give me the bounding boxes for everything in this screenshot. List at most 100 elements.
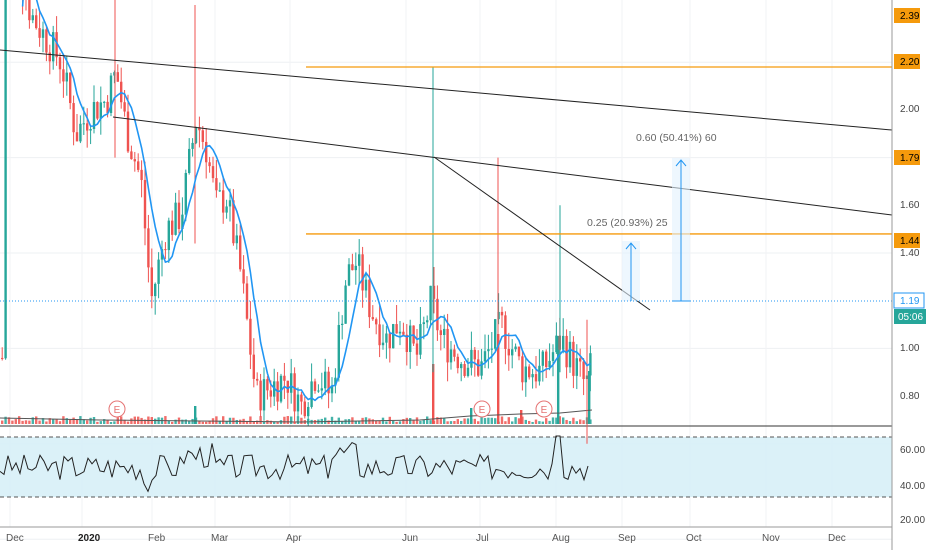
candle-body xyxy=(446,328,449,363)
volume-bar xyxy=(276,421,279,424)
volume-bar xyxy=(259,416,262,424)
earnings-marker-label: E xyxy=(114,405,121,416)
time-axis-labels[interactable]: Dec 2020 Feb Mar Apr Jun Jul Aug Sep Oct Nov Dec xyxy=(6,533,846,544)
trendline-mid[interactable] xyxy=(112,116,893,216)
candle-body xyxy=(480,361,483,376)
candle-body xyxy=(205,141,208,163)
time-tick-label: Aug xyxy=(552,533,570,544)
candle-body xyxy=(242,269,245,284)
candle-body xyxy=(548,360,551,367)
candle-body xyxy=(177,202,181,230)
candle-body xyxy=(228,200,232,207)
candle-body xyxy=(521,356,524,383)
level-tag[interactable]: 1.79 xyxy=(894,150,920,165)
candle-body xyxy=(436,298,439,331)
volume-bar xyxy=(524,419,527,424)
volume-bar xyxy=(82,419,85,424)
candle-body xyxy=(86,123,89,131)
time-tick-label: Mar xyxy=(211,533,229,544)
volume-bar xyxy=(262,421,266,424)
candle-body xyxy=(582,361,585,380)
price-axis[interactable] xyxy=(892,0,932,550)
horizontal-levels[interactable] xyxy=(0,0,892,235)
earnings-marker[interactable]: E xyxy=(108,400,126,418)
volume-bar xyxy=(45,421,48,424)
candle-body xyxy=(296,394,300,412)
volume-bar xyxy=(62,416,65,424)
rsi-tick-label: 20.00 xyxy=(900,515,925,526)
earnings-marker[interactable]: E xyxy=(535,400,553,418)
candle-body xyxy=(184,172,187,215)
time-tick-label: Sep xyxy=(618,533,636,544)
level-tag-label: 1.44 xyxy=(900,236,920,247)
volume-bar xyxy=(218,420,221,424)
volume-bar xyxy=(538,421,541,424)
candle-body xyxy=(126,111,130,152)
volume-bar xyxy=(99,421,102,424)
candle-body xyxy=(113,72,116,76)
candle-body xyxy=(477,359,480,376)
volume-bar xyxy=(24,420,28,424)
volume-bar xyxy=(222,416,225,424)
volume-bar xyxy=(126,421,130,424)
trendline-short[interactable] xyxy=(433,156,651,311)
candle-body xyxy=(201,130,204,142)
candle-body xyxy=(89,129,92,131)
candle-body xyxy=(568,341,572,368)
volume-bar xyxy=(65,418,68,424)
volume-bar xyxy=(575,421,578,424)
volume-bar xyxy=(164,416,167,424)
volume-bar xyxy=(507,417,510,424)
candle-body xyxy=(334,377,337,386)
candle-body xyxy=(174,202,177,235)
candle-body xyxy=(572,341,575,376)
volume-bar xyxy=(500,416,504,424)
candle-body xyxy=(351,264,354,271)
volume-bar xyxy=(89,417,92,424)
volume-bar xyxy=(269,420,272,424)
candle-body xyxy=(330,385,334,394)
candle-body xyxy=(392,324,395,349)
volume-bar xyxy=(290,416,293,424)
earnings-marker[interactable]: E xyxy=(473,400,491,418)
level-tag[interactable]: 2.20 xyxy=(894,54,920,69)
candles xyxy=(1,0,592,444)
volume-bar xyxy=(402,419,405,424)
volume-bar xyxy=(562,417,565,424)
volume-bar xyxy=(341,421,344,424)
candle-body xyxy=(171,220,174,235)
volume-bar xyxy=(109,421,113,424)
candle-body xyxy=(38,28,41,38)
volume-bar xyxy=(334,420,337,424)
level-tag-label: 1.79 xyxy=(900,153,920,164)
candle-body xyxy=(375,319,378,325)
volume-bar xyxy=(130,418,133,424)
candle-body xyxy=(256,378,259,381)
candle-body xyxy=(528,366,531,378)
candle-body xyxy=(500,311,504,316)
measure-arrowhead-2 xyxy=(625,242,637,250)
volume-bar xyxy=(588,371,591,424)
volume-bar xyxy=(194,406,197,424)
candle-body xyxy=(364,279,368,291)
volume-bars xyxy=(0,334,593,424)
time-tick-label: Feb xyxy=(148,533,166,544)
volume-bar xyxy=(283,416,286,424)
trendline-long[interactable] xyxy=(0,49,893,131)
volume-bar xyxy=(412,420,415,424)
level-tag[interactable]: 1.44 xyxy=(894,233,920,248)
level-tag[interactable]: 2.39 xyxy=(894,8,920,23)
volume-bar xyxy=(143,419,147,424)
candle-body xyxy=(286,380,289,393)
volume-bar xyxy=(422,419,425,424)
candle-body xyxy=(198,127,201,131)
last-price-tag[interactable]: 1.19 xyxy=(893,292,925,309)
candle-body xyxy=(303,401,306,417)
volume-bar xyxy=(154,418,157,424)
volume-bar xyxy=(181,419,184,424)
candle-body xyxy=(497,311,500,320)
candle-body xyxy=(239,235,242,270)
volume-bar xyxy=(72,417,75,424)
